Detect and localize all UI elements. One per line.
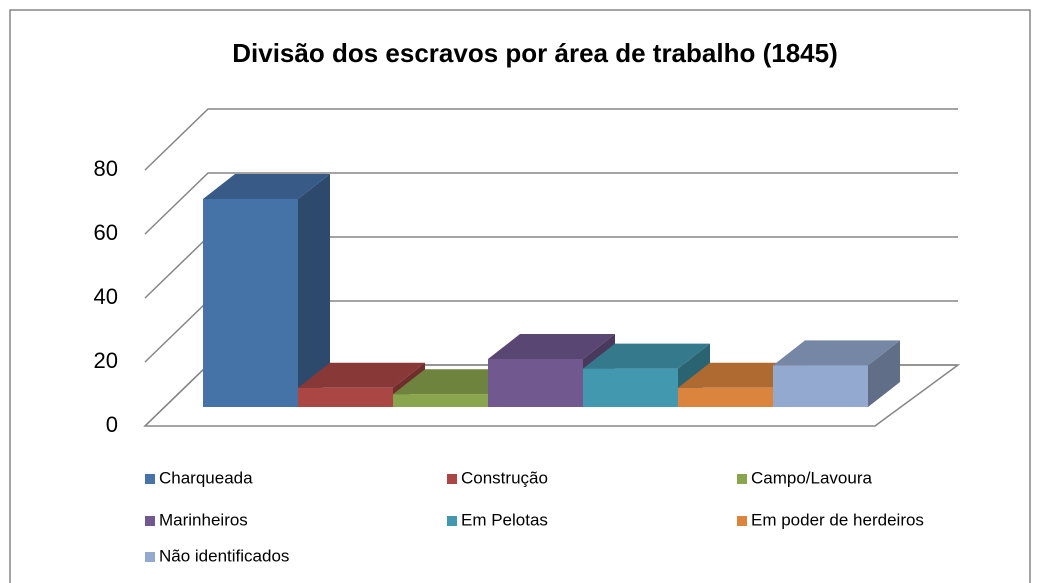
legend-swatch bbox=[145, 552, 155, 562]
bar-top bbox=[773, 340, 900, 366]
bar bbox=[583, 368, 678, 407]
legend-swatch bbox=[737, 516, 747, 526]
bar bbox=[488, 359, 583, 407]
y-tick-label: 60 bbox=[94, 220, 118, 245]
grid-line bbox=[144, 108, 958, 171]
y-tick-label: 20 bbox=[94, 348, 118, 373]
bar bbox=[773, 365, 868, 407]
bar bbox=[298, 387, 393, 407]
bar-top bbox=[488, 334, 615, 359]
bar bbox=[678, 387, 773, 407]
chart-frame bbox=[9, 9, 1031, 583]
bar-side bbox=[298, 174, 330, 407]
grid-line bbox=[144, 172, 958, 235]
y-tick-label: 80 bbox=[94, 156, 118, 181]
legend-swatch bbox=[447, 516, 457, 526]
chart-title: Divisão dos escravos por área de trabalh… bbox=[232, 38, 837, 68]
bar bbox=[203, 199, 298, 407]
bar-top bbox=[583, 343, 710, 369]
legend-label: Campo/Lavoura bbox=[751, 468, 873, 487]
bar bbox=[393, 394, 488, 407]
legend-label: Não identificados bbox=[159, 546, 289, 565]
y-tick-label: 0 bbox=[106, 412, 118, 437]
legend-label: Em poder de herdeiros bbox=[751, 510, 924, 529]
legend-swatch bbox=[737, 474, 747, 484]
bar-top bbox=[203, 174, 330, 199]
legend-label: Em Pelotas bbox=[461, 510, 548, 529]
legend-swatch bbox=[145, 474, 155, 484]
legend-label: Construção bbox=[461, 468, 548, 487]
y-tick-label: 40 bbox=[94, 284, 118, 309]
legend-swatch bbox=[145, 516, 155, 526]
bar-top bbox=[298, 362, 425, 388]
legend-label: Marinheiros bbox=[159, 510, 248, 529]
bar-side bbox=[868, 340, 900, 407]
legend-swatch bbox=[447, 474, 457, 484]
legend-label: Charqueada bbox=[159, 468, 253, 487]
